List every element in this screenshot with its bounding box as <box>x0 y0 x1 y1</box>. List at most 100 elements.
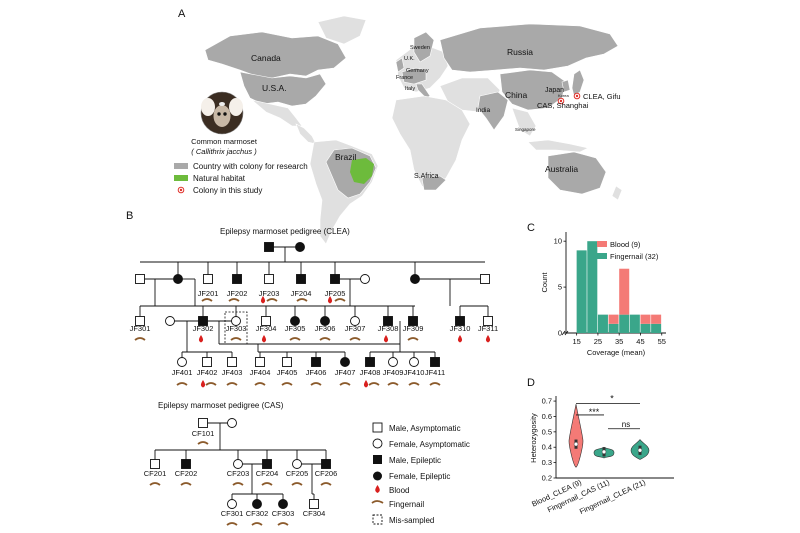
australia-shape <box>547 151 607 195</box>
cas-id-cf302: CF302 <box>246 509 269 518</box>
legend-colony: Colony in this study <box>193 186 262 195</box>
colony-markers: CLEA, Gifu CAS, Shanghai <box>537 92 621 110</box>
histogram-bar-fingernail-5 <box>629 314 640 333</box>
clea-gen1-individual-7 <box>360 274 370 284</box>
clea-gen1-id-jf203: JF203 <box>259 289 280 298</box>
histogram-x-tick-label-55: 55 <box>658 337 666 346</box>
clea-gen3-id-jf411: JF411 <box>425 368 445 377</box>
clea-jf203-blood-icon <box>260 296 266 304</box>
france-germany-shape <box>401 67 427 85</box>
cas-cf202-fingernail-icon <box>180 482 192 486</box>
panel-label-d: D <box>527 377 535 389</box>
clea-jf309-fingernail-icon <box>407 337 419 341</box>
label-cas-shanghai: CAS, Shanghai <box>537 101 589 110</box>
clea-gen3-id-jf409: JF409 <box>383 368 404 377</box>
cas-id-cf301: CF301 <box>221 509 244 518</box>
histogram-y-tick-label-0: 0 <box>558 329 562 338</box>
new-zealand-shape <box>611 185 623 201</box>
map-legend: Country with colony for research Natural… <box>174 162 308 195</box>
clea-jf302-blood-icon <box>198 335 204 343</box>
clea-jf410-fingernail-icon <box>408 382 420 386</box>
clea-jf201-fingernail-icon <box>201 298 213 302</box>
legend-missampled-symbol <box>372 514 383 525</box>
russia-shape <box>439 23 619 73</box>
cas-cf203-fingernail-icon <box>232 482 244 486</box>
cas-id-cf101: CF101 <box>192 429 215 438</box>
legend-fingernail: Fingernail <box>389 500 424 509</box>
marmoset-ear-tuft-right <box>229 98 243 116</box>
clea-gen2-id-jf301: JF301 <box>130 324 151 333</box>
clea-gen3-individual-10 <box>430 357 440 367</box>
clea-gen2-id-jf302: JF302 <box>193 324 214 333</box>
cas-id-cf203: CF203 <box>227 469 250 478</box>
clea-gen1-individual-0 <box>135 274 145 284</box>
label-singapore: Singapore <box>515 127 536 132</box>
clea-jf308-blood-icon <box>383 335 389 343</box>
cas-gen2-individual-2 <box>233 459 243 469</box>
clea-gen2-id-jf311: JF311 <box>478 324 498 333</box>
clea-gen1-individual-9 <box>480 274 490 284</box>
china-shape <box>499 69 567 111</box>
cas-gen3-individual-1 <box>252 499 262 509</box>
clea-jf301-fingernail-icon <box>134 337 146 341</box>
clea-gen3-id-jf406: JF406 <box>306 368 327 377</box>
label-india: India <box>476 107 490 114</box>
clea-jf306-fingernail-icon <box>319 337 331 341</box>
clea-gen3-individual-9 <box>409 357 419 367</box>
pedigree-drawings: JF201 JF202 JF203 JF204 JF205 JF301 JF302 JF303… <box>130 242 498 526</box>
significance-label-blood-vs-clea: * <box>610 394 614 404</box>
histogram-bar-blood-4 <box>619 268 630 315</box>
label-usa: U.S.A. <box>262 83 287 93</box>
africa-shape <box>391 95 471 191</box>
heterozygosity-violin: 0.20.30.40.50.60.7HeterozygosityBlood_CL… <box>529 394 674 516</box>
canada-shape <box>204 31 347 79</box>
clea-gen2-individual-2 <box>198 316 208 326</box>
histogram-bar-blood-7 <box>651 314 662 324</box>
mexico-shape <box>251 99 303 127</box>
cas-id-cf206: CF206 <box>315 469 338 478</box>
cas-gen3-individual-3 <box>309 499 319 509</box>
cas-id-cf303: CF303 <box>272 509 295 518</box>
clea-jf202-fingernail-icon <box>228 298 240 302</box>
clea-gen2-individual-5 <box>261 316 271 326</box>
histogram-bar-fingernail-0 <box>576 250 587 333</box>
cas-gen2-individual-5 <box>321 459 331 469</box>
clea-gen1-id-jf205: JF205 <box>325 289 346 298</box>
legend-female-asym-symbol <box>372 438 383 449</box>
world-map <box>204 15 623 245</box>
legend-blood: Blood <box>389 486 409 495</box>
clea-gen2-id-jf306: JF306 <box>315 324 336 333</box>
se-asia-shape <box>511 107 537 137</box>
histogram-bar-fingernail-4 <box>619 314 630 333</box>
clea-jf408-blood-icon <box>363 380 369 388</box>
histogram-y-axis-label: Count <box>540 272 549 293</box>
legend-male-epi-symbol <box>373 455 382 464</box>
histogram-y-tick-label-10: 10 <box>554 237 562 246</box>
significance-label-blood-vs-cas: *** <box>589 407 600 417</box>
clea-jf307-fingernail-icon <box>349 337 361 341</box>
label-sweden: Sweden <box>410 45 430 51</box>
clea-gen3-individual-4 <box>282 357 292 367</box>
marmoset-common-name: Common marmoset <box>191 137 258 146</box>
clea-jf204-fingernail-icon <box>296 298 308 302</box>
legend-swatch-habitat <box>174 175 188 181</box>
legend-male-epileptic: Male, Epileptic <box>389 456 441 465</box>
clea-gen3-individual-6 <box>340 357 350 367</box>
violin-category-label-2: Fingernail_CLEA (21) <box>578 477 647 516</box>
clea-gen2-id-jf310: JF310 <box>450 324 471 333</box>
clea-gen2-id-jf304: JF304 <box>256 324 277 333</box>
clea-jf402-fingernail-icon <box>205 382 217 386</box>
histogram-bar-blood-6 <box>640 314 651 324</box>
cas-cf201-fingernail-icon <box>149 482 161 486</box>
pedigree-legend: Male, Asymptomatic Female, Asymptomatic … <box>371 422 470 525</box>
clea-jf407-fingernail-icon <box>339 382 351 386</box>
cas-id-cf205: CF205 <box>286 469 309 478</box>
clea-gen2-individual-0 <box>135 316 145 326</box>
histogram-x-axis-label: Coverage (mean) <box>587 348 646 357</box>
clea-pedigree-title: Epilepsy marmoset pedigree (CLEA) <box>220 227 350 236</box>
usa-shape <box>239 71 327 107</box>
violin-median-0 <box>573 441 579 447</box>
clea-gen1-individual-5 <box>296 274 306 284</box>
cas-cf206-fingernail-icon <box>320 482 332 486</box>
